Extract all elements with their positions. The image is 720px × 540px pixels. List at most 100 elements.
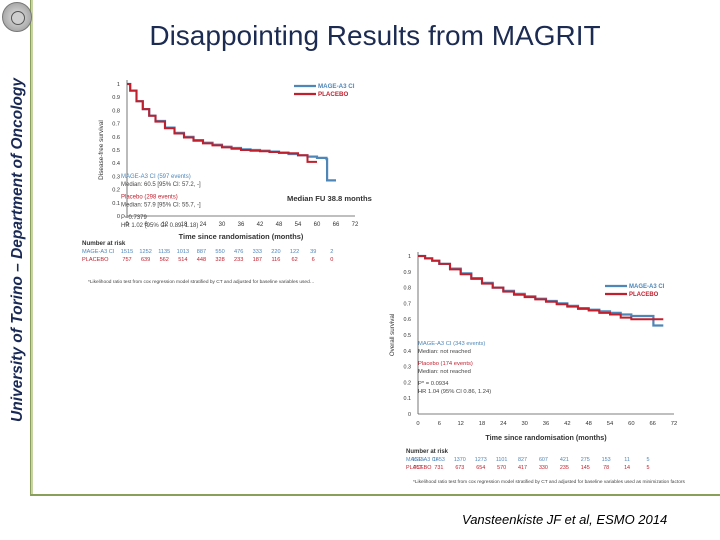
risk-value-placebo: 116 bbox=[271, 257, 280, 263]
university-seal-icon bbox=[2, 2, 32, 32]
mage-a3-survival-line bbox=[418, 254, 664, 327]
risk-table-header: Number at risk bbox=[406, 449, 449, 455]
y-tick-label: 0.3 bbox=[404, 365, 412, 371]
risk-value-mage: 1135 bbox=[158, 249, 170, 255]
y-tick-label: 0.9 bbox=[404, 270, 412, 276]
risk-value-mage: 1101 bbox=[496, 457, 508, 463]
risk-table-header: Number at risk bbox=[82, 240, 126, 247]
y-tick-label: 0.9 bbox=[112, 95, 120, 101]
annotation-mage-events: MAGE-A3 CI (597 events) bbox=[121, 174, 191, 180]
slide-title: Disappointing Results from MAGRIT bbox=[149, 20, 601, 51]
legend-label-mage: MAGE-A3 CI bbox=[318, 83, 355, 90]
risk-value-mage: 1453 bbox=[433, 457, 445, 463]
y-tick-label: 0.1 bbox=[404, 396, 412, 402]
risk-row-label-placebo: PLACEBO bbox=[82, 257, 109, 263]
x-tick-label: 30 bbox=[521, 421, 527, 427]
y-tick-label: 0.7 bbox=[112, 122, 120, 128]
risk-value-mage: 827 bbox=[518, 457, 527, 463]
legend-label-placebo: PLACEBO bbox=[629, 292, 659, 298]
y-tick-label: 0.3 bbox=[112, 174, 120, 180]
y-tick-label: 1 bbox=[408, 254, 411, 260]
x-tick-label: 66 bbox=[333, 222, 340, 228]
sidebar-label: University of Torino – Department of Onc… bbox=[9, 78, 26, 422]
risk-value-placebo: 570 bbox=[497, 465, 506, 471]
x-tick-label: 0 bbox=[125, 222, 129, 228]
risk-value-placebo: 757 bbox=[122, 257, 131, 263]
x-tick-label: 6 bbox=[144, 222, 148, 228]
y-tick-label: 0.5 bbox=[112, 148, 120, 154]
risk-value-mage: 421 bbox=[560, 457, 569, 463]
annotation-hazard-ratio: HR 1.02 (95% CI: 0.89, 1.18) bbox=[121, 223, 198, 229]
risk-value-placebo: 187 bbox=[253, 257, 262, 263]
x-tick-label: 6 bbox=[438, 421, 441, 427]
x-tick-label: 36 bbox=[543, 421, 549, 427]
risk-value-mage: 1515 bbox=[121, 249, 133, 255]
x-tick-label: 60 bbox=[314, 222, 321, 228]
placebo-survival-line bbox=[418, 255, 664, 321]
risk-value-placebo: 0 bbox=[330, 257, 333, 263]
risk-value-placebo: 514 bbox=[178, 257, 187, 263]
x-tick-label: 24 bbox=[500, 421, 507, 427]
y-tick-label: 0.7 bbox=[404, 301, 412, 307]
x-tick-label: 36 bbox=[238, 222, 245, 228]
x-tick-label: 12 bbox=[457, 421, 463, 427]
y-tick-label: 1 bbox=[117, 82, 120, 88]
risk-value-placebo: 562 bbox=[160, 257, 169, 263]
risk-value-placebo: 448 bbox=[197, 257, 206, 263]
annotation-mage-events: MAGE-A3 CI (343 events) bbox=[418, 341, 485, 347]
x-tick-label: 42 bbox=[257, 222, 264, 228]
risk-value-mage: 122 bbox=[290, 249, 299, 255]
x-tick-label: 48 bbox=[585, 421, 591, 427]
risk-value-placebo: 330 bbox=[539, 465, 548, 471]
x-axis-label: Time since randomisation (months) bbox=[485, 433, 607, 442]
risk-value-placebo: 145 bbox=[581, 465, 590, 471]
risk-value-placebo: 654 bbox=[476, 465, 485, 471]
annotation-mage-median: Median: not reached bbox=[418, 349, 471, 355]
annotation-hazard-ratio: HR 1.04 (95% CI 0.86, 1.24) bbox=[418, 389, 491, 395]
risk-value-mage: 11 bbox=[624, 457, 630, 463]
risk-value-mage: 153 bbox=[602, 457, 611, 463]
x-tick-label: 72 bbox=[671, 421, 677, 427]
x-axis-label: Time since randomisation (months) bbox=[179, 232, 304, 241]
y-tick-label: 0.6 bbox=[404, 317, 412, 323]
risk-value-mage: 333 bbox=[253, 249, 262, 255]
legend-label-placebo: PLACEBO bbox=[318, 91, 348, 98]
y-tick-label: 0 bbox=[408, 412, 411, 418]
y-tick-label: 0.8 bbox=[404, 286, 412, 292]
risk-value-mage: 1370 bbox=[454, 457, 466, 463]
x-tick-label: 24 bbox=[200, 222, 207, 228]
y-tick-label: 0.1 bbox=[112, 201, 120, 207]
mage-a3-survival-line bbox=[127, 82, 336, 182]
risk-value-placebo: 639 bbox=[141, 257, 150, 263]
risk-value-placebo: 78 bbox=[603, 465, 609, 471]
y-tick-label: 0.4 bbox=[112, 161, 120, 167]
y-tick-label: 0 bbox=[117, 214, 120, 220]
x-tick-label: 18 bbox=[181, 222, 188, 228]
annotation-placebo-median: Median: not reached bbox=[418, 369, 471, 375]
risk-value-placebo: 14 bbox=[624, 465, 630, 471]
risk-value-placebo: 233 bbox=[234, 257, 243, 263]
y-axis-label: Overall survival bbox=[389, 314, 396, 356]
legend-label-mage: MAGE-A3 CI bbox=[629, 284, 665, 290]
x-tick-label: 60 bbox=[628, 421, 634, 427]
footnote: *Likelihood ratio test from cox regressi… bbox=[413, 479, 685, 485]
annotation-placebo-median: Median: 57.9 [95% CI: 55.7, -] bbox=[121, 203, 201, 209]
x-tick-label: 18 bbox=[479, 421, 485, 427]
y-tick-label: 0.2 bbox=[404, 380, 412, 386]
risk-value-mage: 2 bbox=[330, 249, 333, 255]
y-tick-label: 0.6 bbox=[112, 135, 120, 141]
risk-value-mage: 5 bbox=[646, 457, 649, 463]
y-tick-label: 0.8 bbox=[112, 108, 120, 114]
risk-value-mage: 275 bbox=[581, 457, 590, 463]
x-tick-label: 54 bbox=[295, 222, 302, 228]
risk-value-mage: 550 bbox=[215, 249, 224, 255]
risk-value-mage: 1273 bbox=[475, 457, 487, 463]
citation: Vansteenkiste JF et al, ESMO 2014 bbox=[462, 512, 668, 527]
x-tick-label: 66 bbox=[649, 421, 655, 427]
median-follow-up-label: Median FU 38.8 months bbox=[287, 194, 372, 203]
y-tick-label: 0.2 bbox=[112, 188, 120, 194]
x-tick-label: 48 bbox=[276, 222, 283, 228]
risk-value-placebo: 235 bbox=[560, 465, 569, 471]
